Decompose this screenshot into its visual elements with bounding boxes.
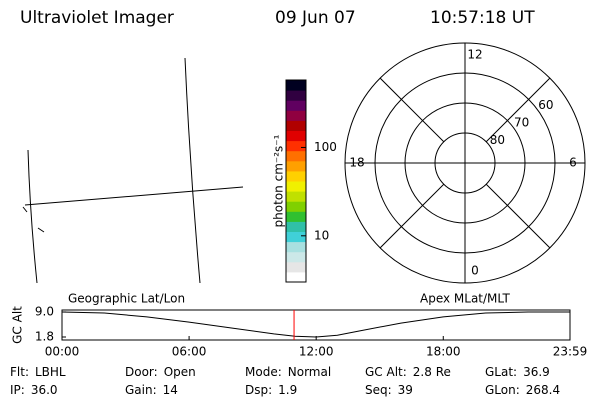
colorbar-frame [285,79,307,283]
colorbar-band [286,170,306,182]
polar-label: Apex MLat/MLT [420,292,510,306]
altitude-tick-label: 1.8 [35,330,54,344]
colorbar-label: photon cm⁻²s⁻¹ [272,134,286,227]
colorbar-band [286,211,306,222]
time-tick-label: 00:00 [45,345,80,359]
colorbar-tick-label: 10 [314,228,329,242]
polar-spoke [485,77,551,143]
info-field: Flt: LBHL [10,365,66,379]
map-line [27,149,38,284]
info-field: Mode: Normal [245,365,331,379]
info-field: Seq: 39 [365,383,413,397]
time: 10:57:18 UT [430,8,535,28]
colorbar-band [286,150,306,162]
time-tick-label: 06:00 [172,345,207,359]
info-label: GC Alt: [365,365,407,379]
info-field: GC Alt: 2.8 Re [365,365,451,379]
colorbar-band [286,241,306,253]
info-value: 14 [163,383,178,397]
altitude-curve [61,311,570,338]
info-value: 36.0 [31,383,58,397]
info-value: 36.9 [523,365,550,379]
mlt-label: 0 [471,264,479,278]
info-label: GLat: [485,365,517,379]
info-field: Door: Open [125,365,196,379]
altitude-axis-label: GC Alt [11,306,25,344]
time-tick-label: 23:59 [553,345,588,359]
info-label: Dsp: [245,383,272,397]
polar-spoke [379,77,445,143]
info-field: IP: 36.0 [10,383,58,397]
info-label: Gain: [125,383,157,397]
info-field: GLon: 268.4 [485,383,560,397]
colorbar-band [286,100,306,111]
date: 09 Jun 07 [275,8,356,28]
info-label: GLon: [485,383,520,397]
map-line [24,186,244,206]
colorbar-band [286,110,306,121]
colorbar-band [286,120,306,131]
info-field: Dsp: 1.9 [245,383,297,397]
info-value: Normal [288,365,331,379]
info-label: Flt: [10,365,29,379]
mlt-label: 18 [349,156,364,170]
info-field: GLat: 36.9 [485,365,550,379]
colorbar-band [286,231,306,243]
colorbar-band [286,221,306,232]
time-tick-label: 12:00 [299,345,334,359]
info-value: 39 [398,383,413,397]
info-value: Open [164,365,196,379]
info-label: Mode: [245,365,282,379]
colorbar-band [286,80,306,91]
info-value: 1.9 [278,383,297,397]
info-field: Gain: 14 [125,383,178,397]
geographic-map [22,57,244,284]
colorbar-band [286,130,306,142]
map-label: Geographic Lat/Lon [68,292,185,306]
colorbar-band [286,271,306,283]
info-value: 2.8 Re [413,365,451,379]
altitude-tick-label: 9.0 [35,305,54,319]
polar-ring-label: 70 [514,116,529,130]
colorbar-band [286,181,306,192]
info-label: Door: [125,365,158,379]
info-value: LBHL [35,365,66,379]
colorbar-band [286,251,306,263]
info-value: 268.4 [526,383,560,397]
info-label: IP: [10,383,25,397]
instrument-title: Ultraviolet Imager [20,8,174,28]
map-line [22,206,45,233]
time-tick-label: 18:00 [426,345,461,359]
polar-spoke [485,183,551,249]
colorbar-band [286,90,306,101]
polar-spoke [379,183,445,249]
colorbar-band [286,201,306,212]
map-line [184,57,201,284]
colorbar-band [286,160,306,172]
polar-ring-label: 80 [490,133,505,147]
altitude-frame [61,309,571,341]
info-label: Seq: [365,383,392,397]
colorbar-band [286,261,306,273]
colorbar-band [286,140,306,152]
colorbar-band [286,191,306,202]
mlt-label: 12 [467,48,482,62]
mlt-label: 6 [569,156,577,170]
polar-ring-label: 60 [538,98,553,112]
colorbar-tick-label: 100 [314,140,337,154]
